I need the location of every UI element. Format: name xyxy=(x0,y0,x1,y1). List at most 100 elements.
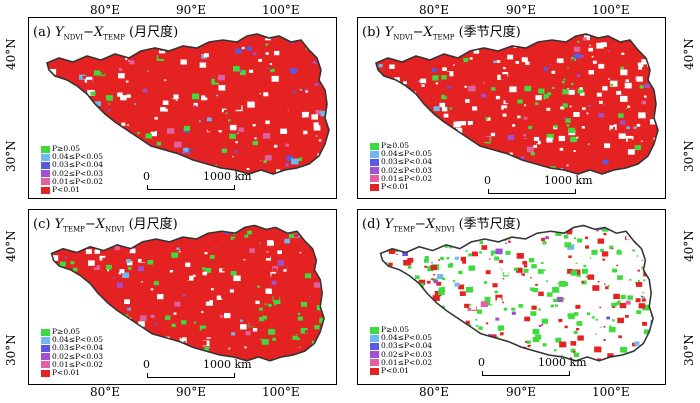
map-pixel xyxy=(312,119,316,122)
map-pixel xyxy=(205,92,212,98)
map-pixel xyxy=(217,147,224,152)
map-pixel xyxy=(181,353,185,356)
legend-label: 0.02≤P<0.03 xyxy=(52,351,104,361)
map-pixel xyxy=(178,262,186,268)
map-pixel xyxy=(564,37,567,39)
map-pixel xyxy=(73,102,78,106)
map-pixel xyxy=(554,346,562,352)
map-pixel xyxy=(643,113,651,120)
map-pixel xyxy=(101,72,105,75)
map-pixel xyxy=(452,326,454,328)
map-pixel xyxy=(145,305,152,310)
map-pixel xyxy=(476,309,483,314)
map-pixel xyxy=(607,353,614,359)
map-pixel xyxy=(640,295,643,298)
map-pixel xyxy=(526,358,532,361)
map-pixel xyxy=(459,291,466,297)
map-pixel xyxy=(305,89,309,92)
map-pixel xyxy=(494,40,502,47)
legend-item: P<0.01 xyxy=(41,369,103,377)
map-pixel xyxy=(456,336,460,339)
map-pixel xyxy=(132,110,141,117)
map-pixel xyxy=(84,76,92,83)
map-pixel xyxy=(457,170,462,174)
map-pixel xyxy=(229,289,234,293)
map-pixel xyxy=(576,273,581,277)
map-pixel xyxy=(501,105,508,110)
map-pixel xyxy=(234,104,242,110)
map-pixel xyxy=(118,68,123,71)
map-b xyxy=(375,33,659,175)
map-pixel xyxy=(376,71,379,76)
map-pixel xyxy=(483,163,486,166)
map-pixel xyxy=(429,44,431,47)
map-pixel xyxy=(148,98,152,101)
map-pixel xyxy=(512,146,515,148)
map-pixel xyxy=(568,89,575,95)
map-pixel xyxy=(607,50,610,52)
map-pixel xyxy=(170,120,174,124)
map-pixel xyxy=(636,111,640,115)
map-pixel xyxy=(224,275,229,279)
map-pixel xyxy=(592,245,596,248)
map-pixel xyxy=(255,72,262,78)
map-pixel xyxy=(434,252,438,256)
map-pixel xyxy=(251,293,255,297)
map-pixel xyxy=(617,275,623,280)
map-pixel xyxy=(219,314,224,318)
map-pixel xyxy=(297,312,301,315)
map-pixel xyxy=(528,125,533,130)
legend-item: 0.03≤P<0.04 xyxy=(41,161,103,169)
map-pixel xyxy=(582,150,588,154)
minus-c: − xyxy=(84,217,96,232)
map-pixel xyxy=(579,92,585,96)
map-pixel xyxy=(315,228,318,231)
map-pixel xyxy=(325,52,329,59)
legend-swatch xyxy=(370,334,379,342)
map-pixel xyxy=(274,50,280,56)
map-pixel xyxy=(523,116,528,120)
map-pixel xyxy=(260,51,268,57)
legend-swatch xyxy=(41,178,50,186)
map-pixel xyxy=(620,66,624,70)
map-pixel xyxy=(376,134,378,137)
map-pixel xyxy=(502,163,510,170)
map-pixel xyxy=(567,66,570,69)
map-pixel xyxy=(500,322,503,325)
map-pixel xyxy=(472,349,479,355)
map-pixel xyxy=(134,103,137,105)
map-pixel xyxy=(609,165,617,171)
map-pixel xyxy=(518,304,524,308)
map-pixel xyxy=(317,311,323,316)
map-pixel xyxy=(492,283,498,288)
map-pixel xyxy=(459,360,465,361)
map-pixel xyxy=(202,234,209,240)
map-pixel xyxy=(385,274,388,277)
map-pixel xyxy=(145,162,152,168)
map-pixel xyxy=(266,128,271,132)
map-pixel xyxy=(109,46,111,49)
y-var-b: Y xyxy=(384,25,394,40)
map-pixel xyxy=(612,268,617,273)
map-pixel xyxy=(520,171,525,174)
map-pixel xyxy=(582,106,586,110)
map-pixel xyxy=(517,115,521,119)
map-pixel xyxy=(288,359,292,361)
map-pixel xyxy=(439,313,442,315)
map-pixel xyxy=(59,261,66,267)
map-pixel xyxy=(153,90,158,94)
map-pixel xyxy=(202,267,206,271)
map-pixel xyxy=(413,108,418,112)
map-pixel xyxy=(224,127,228,130)
map-pixel xyxy=(206,48,209,51)
map-pixel xyxy=(424,259,429,263)
map-pixel xyxy=(308,75,315,81)
map-pixel xyxy=(641,100,646,105)
map-pixel xyxy=(437,361,440,364)
map-d xyxy=(379,224,654,364)
map-pixel xyxy=(143,94,148,98)
map-pixel xyxy=(156,294,164,300)
map-pixel xyxy=(264,155,272,161)
map-pixel xyxy=(388,80,391,83)
map-pixel xyxy=(604,283,606,285)
